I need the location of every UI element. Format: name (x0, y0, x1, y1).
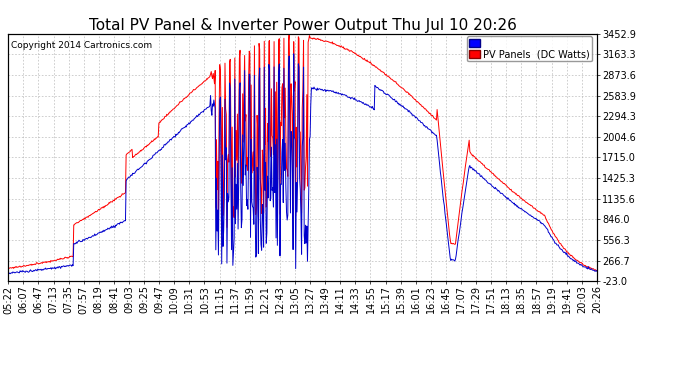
Text: Copyright 2014 Cartronics.com: Copyright 2014 Cartronics.com (11, 41, 152, 50)
Title: Total PV Panel & Inverter Power Output Thu Jul 10 20:26: Total PV Panel & Inverter Power Output T… (88, 18, 517, 33)
Legend: Grid (AC Watts), PV Panels  (DC Watts): Grid (AC Watts), PV Panels (DC Watts) (466, 36, 592, 62)
